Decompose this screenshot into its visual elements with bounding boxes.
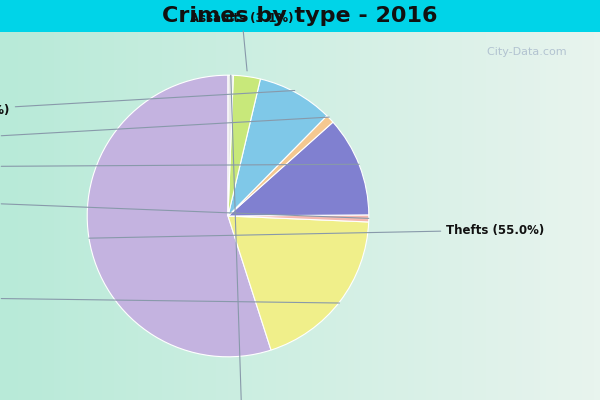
Text: Crimes by type - 2016: Crimes by type - 2016 (162, 6, 438, 26)
Wedge shape (228, 215, 369, 222)
Wedge shape (228, 122, 369, 216)
Wedge shape (228, 116, 333, 216)
Text: Rapes (1.0%): Rapes (1.0%) (0, 117, 329, 145)
Text: Arson (0.8%): Arson (0.8%) (0, 196, 369, 218)
Text: Robberies (8.7%): Robberies (8.7%) (0, 90, 295, 117)
Text: Murders (0.6%): Murders (0.6%) (191, 75, 293, 400)
Text: City-Data.com: City-Data.com (480, 47, 566, 57)
Wedge shape (228, 79, 327, 216)
Wedge shape (87, 75, 271, 357)
Wedge shape (228, 75, 260, 216)
Text: Auto thefts (11.5%): Auto thefts (11.5%) (0, 160, 359, 173)
Text: Burglaries (19.4%): Burglaries (19.4%) (0, 291, 340, 304)
Text: Thefts (55.0%): Thefts (55.0%) (89, 224, 544, 238)
Text: Assaults (3.1%): Assaults (3.1%) (190, 12, 294, 71)
Wedge shape (228, 216, 368, 350)
Wedge shape (228, 75, 233, 216)
